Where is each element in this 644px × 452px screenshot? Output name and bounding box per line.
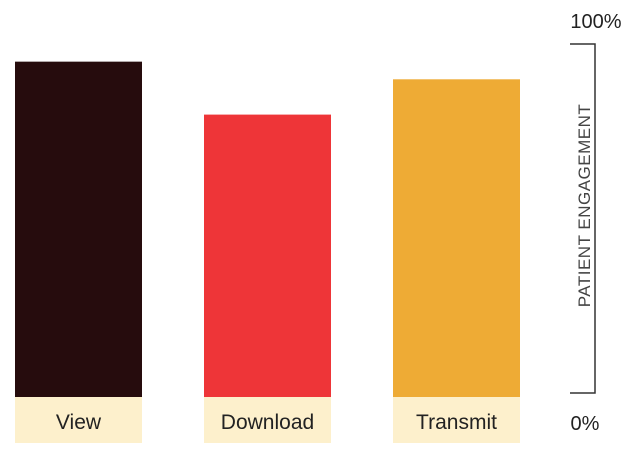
y-tick-label-min: 0%	[571, 413, 600, 435]
category-label-background	[393, 397, 520, 443]
bar-view	[15, 61, 142, 398]
category-label-download: Download	[221, 411, 314, 434]
y-tick-label-max: 100%	[570, 11, 621, 33]
category-label-view: View	[56, 411, 102, 434]
category-label-background	[204, 397, 331, 443]
category-label-transmit: Transmit	[416, 411, 497, 434]
y-axis: 100% 0% PATIENT ENGAGEMENT	[570, 11, 622, 435]
category-label-background	[15, 397, 142, 443]
y-axis-bracket	[570, 43, 596, 394]
category-labels-group: View Download Transmit	[15, 397, 520, 443]
bar-download	[204, 114, 331, 397]
y-axis-title: PATIENT ENGAGEMENT	[575, 104, 594, 308]
bars-group	[15, 61, 520, 398]
bar-transmit	[393, 79, 520, 398]
